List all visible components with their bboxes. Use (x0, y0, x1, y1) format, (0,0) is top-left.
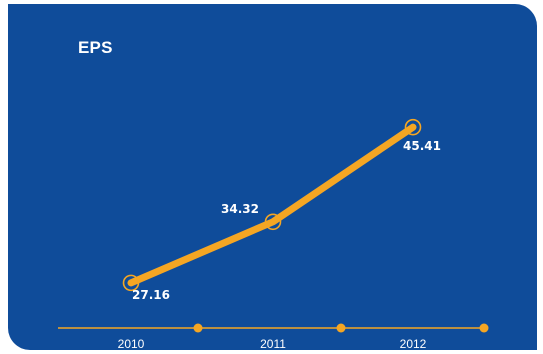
series-group: 27.16 34.32 45.41 (122, 118, 441, 302)
x-axis-tick-dot (193, 323, 203, 333)
data-label-2011: 34.32 (221, 202, 259, 216)
eps-point-marker-2011 (264, 213, 282, 231)
eps-series-line (127, 123, 417, 287)
x-axis-tick-dot (336, 323, 346, 333)
eps-point-marker-2010 (122, 274, 140, 292)
eps-point-marker-2012 (404, 118, 422, 136)
x-tick-label-2011: 2011 (260, 337, 286, 350)
x-tick-label-2010: 2010 (118, 337, 145, 350)
data-label-2012: 45.41 (403, 139, 441, 153)
x-axis: 2010 2011 2012 (118, 323, 489, 350)
eps-line-chart: 2010 2011 2012 27.16 34.32 45.41 (58, 118, 489, 350)
chart-title: EPS (78, 38, 113, 57)
x-axis-tick-dot (479, 323, 489, 333)
x-tick-label-2012: 2012 (400, 337, 427, 350)
chart-card: EPS 2010 2011 2012 27.16 34.32 45.41 (8, 4, 537, 350)
data-label-2010: 27.16 (132, 288, 170, 302)
